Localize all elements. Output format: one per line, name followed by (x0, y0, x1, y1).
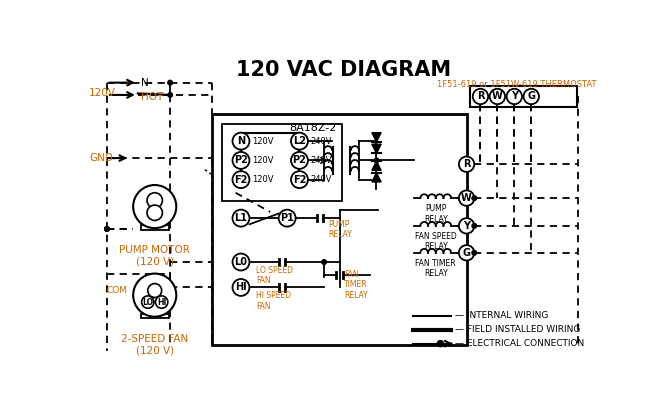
Text: — FIELD INSTALLED WIRING: — FIELD INSTALLED WIRING (455, 325, 580, 334)
Circle shape (232, 253, 249, 271)
Text: 1F51-619 or 1F51W-619 THERMOSTAT: 1F51-619 or 1F51W-619 THERMOSTAT (437, 80, 596, 88)
Circle shape (438, 341, 444, 347)
Bar (212, 114, 466, 345)
Text: COM: COM (106, 286, 127, 295)
Polygon shape (372, 133, 381, 142)
Polygon shape (372, 144, 381, 153)
Text: P1: P1 (280, 213, 294, 223)
Text: P2: P2 (234, 155, 248, 166)
Circle shape (147, 193, 162, 208)
Circle shape (279, 210, 295, 227)
Circle shape (133, 274, 176, 317)
Text: HI: HI (157, 297, 166, 307)
Circle shape (147, 205, 162, 220)
Text: 240V: 240V (310, 156, 332, 165)
Text: LO: LO (142, 297, 153, 307)
Circle shape (473, 89, 488, 104)
Text: L2: L2 (293, 136, 306, 146)
Circle shape (232, 152, 249, 169)
Text: G: G (527, 91, 535, 101)
Circle shape (148, 284, 161, 297)
Text: F2: F2 (293, 175, 306, 185)
Text: 2-SPEED FAN
(120 V): 2-SPEED FAN (120 V) (121, 334, 188, 355)
Text: — INTERNAL WIRING: — INTERNAL WIRING (455, 311, 549, 321)
Text: FAN
TIMER
RELAY: FAN TIMER RELAY (344, 270, 368, 300)
Text: R: R (463, 159, 470, 169)
Text: N: N (237, 136, 245, 146)
Text: — ELECTRICAL CONNECTION: — ELECTRICAL CONNECTION (455, 339, 584, 348)
Circle shape (141, 296, 154, 308)
Text: PUMP
RELAY: PUMP RELAY (329, 220, 352, 239)
Polygon shape (372, 161, 381, 171)
Circle shape (490, 89, 505, 104)
Circle shape (472, 196, 476, 200)
Text: 240V: 240V (310, 137, 332, 146)
Circle shape (472, 223, 476, 228)
Circle shape (232, 171, 249, 188)
Circle shape (232, 279, 249, 296)
Text: 120V: 120V (252, 175, 273, 184)
Circle shape (232, 133, 249, 150)
Circle shape (168, 93, 172, 97)
Circle shape (168, 80, 172, 85)
Circle shape (374, 158, 379, 163)
Text: N: N (141, 78, 149, 88)
Text: 120V: 120V (252, 156, 273, 165)
Circle shape (291, 133, 308, 150)
Bar (470, 86, 577, 107)
Text: Y: Y (511, 91, 518, 101)
Circle shape (105, 227, 109, 231)
Text: F2: F2 (234, 175, 248, 185)
Text: 120 VAC DIAGRAM: 120 VAC DIAGRAM (236, 60, 451, 80)
Circle shape (291, 171, 308, 188)
Text: 240V: 240V (310, 175, 332, 184)
Text: Y: Y (463, 221, 470, 231)
Text: PUMP
RELAY: PUMP RELAY (424, 204, 448, 224)
Circle shape (105, 227, 109, 231)
Circle shape (472, 251, 476, 255)
Text: HI: HI (235, 282, 247, 292)
Polygon shape (372, 173, 381, 182)
Circle shape (459, 245, 474, 261)
Circle shape (155, 296, 168, 308)
Circle shape (459, 190, 474, 206)
Circle shape (459, 157, 474, 172)
Text: PUMP MOTOR
(120 V): PUMP MOTOR (120 V) (119, 245, 190, 266)
Text: W: W (461, 193, 472, 203)
Text: 8A18Z-2: 8A18Z-2 (289, 123, 336, 133)
Text: L1: L1 (234, 213, 247, 223)
Text: G: G (462, 248, 470, 258)
Text: HOT: HOT (141, 92, 163, 102)
Circle shape (291, 152, 308, 169)
Bar (141, 313, 169, 318)
Text: FAN TIMER
RELAY: FAN TIMER RELAY (415, 259, 456, 278)
Text: FAN SPEED
RELAY: FAN SPEED RELAY (415, 232, 457, 251)
Circle shape (507, 89, 522, 104)
Bar (222, 124, 342, 201)
Text: R: R (476, 91, 484, 101)
Circle shape (523, 89, 539, 104)
Bar (141, 225, 169, 230)
Text: LO SPEED
FAN: LO SPEED FAN (257, 266, 293, 285)
Circle shape (322, 260, 326, 264)
Circle shape (232, 210, 249, 227)
Text: HI SPEED
FAN: HI SPEED FAN (257, 291, 291, 311)
Text: 120V: 120V (89, 88, 116, 98)
Text: P2: P2 (293, 155, 306, 166)
Text: GND: GND (89, 153, 113, 163)
Circle shape (459, 218, 474, 233)
Circle shape (133, 185, 176, 228)
Text: 120V: 120V (252, 137, 273, 146)
Text: W: W (492, 91, 502, 101)
Text: L0: L0 (234, 257, 247, 267)
